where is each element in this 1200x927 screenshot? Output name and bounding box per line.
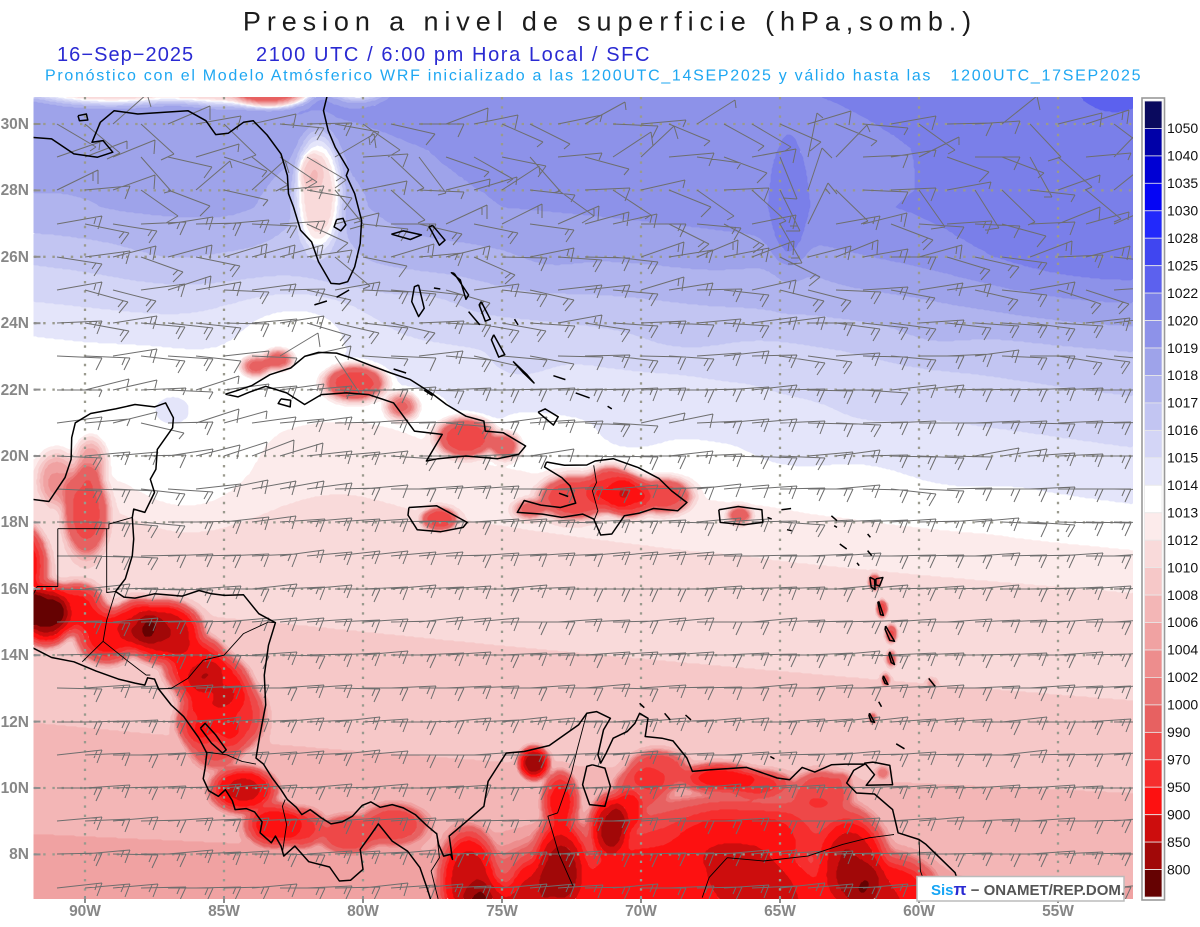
svg-text:1022: 1022 xyxy=(1167,285,1198,301)
svg-text:1019: 1019 xyxy=(1167,340,1198,356)
svg-text:1017: 1017 xyxy=(1167,395,1198,411)
svg-text:1028: 1028 xyxy=(1167,230,1198,246)
svg-text:800: 800 xyxy=(1167,861,1191,877)
svg-text:970: 970 xyxy=(1167,752,1191,768)
svg-text:10N: 10N xyxy=(1,780,29,797)
svg-text:1020: 1020 xyxy=(1167,312,1198,328)
svg-text:Presion a nivel de superficie: Presion a nivel de superficie (hPa,somb.… xyxy=(243,7,977,37)
svg-text:24N: 24N xyxy=(1,315,29,332)
svg-text:16N: 16N xyxy=(1,581,29,598)
svg-text:850: 850 xyxy=(1167,834,1191,850)
svg-text:80W: 80W xyxy=(347,903,379,920)
svg-text:1004: 1004 xyxy=(1167,642,1198,658)
svg-text:90W: 90W xyxy=(69,903,101,920)
svg-text:26N: 26N xyxy=(1,249,29,266)
svg-text:60W: 60W xyxy=(903,903,935,920)
svg-text:990: 990 xyxy=(1167,724,1191,740)
svg-text:900: 900 xyxy=(1167,806,1191,822)
svg-text:14N: 14N xyxy=(1,647,29,664)
svg-text:1040: 1040 xyxy=(1167,148,1198,164)
svg-text:Pronóstico con el Modelo Atmós: Pronóstico con el Modelo Atmósferico WRF… xyxy=(45,68,1142,85)
svg-text:18N: 18N xyxy=(1,514,29,531)
svg-text:950: 950 xyxy=(1167,779,1191,795)
svg-text:2100 UTC / 6:00 pm Hora Local: 2100 UTC / 6:00 pm Hora Local / SFC xyxy=(256,44,651,66)
svg-text:1013: 1013 xyxy=(1167,505,1198,521)
svg-text:1014: 1014 xyxy=(1167,477,1198,493)
svg-text:1018: 1018 xyxy=(1167,367,1198,383)
svg-text:1006: 1006 xyxy=(1167,614,1198,630)
svg-text:1012: 1012 xyxy=(1167,532,1198,548)
svg-text:22N: 22N xyxy=(1,382,29,399)
svg-text:30N: 30N xyxy=(1,116,29,133)
svg-text:75W: 75W xyxy=(486,903,518,920)
svg-text:1002: 1002 xyxy=(1167,669,1198,685)
svg-text:16−Sep−2025: 16−Sep−2025 xyxy=(57,44,194,66)
svg-text:28N: 28N xyxy=(1,182,29,199)
svg-text:70W: 70W xyxy=(625,903,657,920)
svg-text:1000: 1000 xyxy=(1167,697,1198,713)
svg-text:55W: 55W xyxy=(1042,903,1074,920)
svg-text:1016: 1016 xyxy=(1167,422,1198,438)
svg-text:1015: 1015 xyxy=(1167,450,1198,466)
svg-text:1008: 1008 xyxy=(1167,587,1198,603)
svg-text:1035: 1035 xyxy=(1167,175,1198,191)
svg-text:12N: 12N xyxy=(1,714,29,731)
svg-text:8N: 8N xyxy=(9,846,29,863)
svg-text:20N: 20N xyxy=(1,448,29,465)
svg-text:1025: 1025 xyxy=(1167,257,1198,273)
svg-text:1030: 1030 xyxy=(1167,203,1198,219)
svg-text:85W: 85W xyxy=(208,903,240,920)
svg-text:1050: 1050 xyxy=(1167,120,1198,136)
svg-text:65W: 65W xyxy=(764,903,796,920)
svg-text:Sisπ − ONAMET/REP.DOM.: Sisπ − ONAMET/REP.DOM. xyxy=(931,880,1125,899)
svg-text:1010: 1010 xyxy=(1167,559,1198,575)
